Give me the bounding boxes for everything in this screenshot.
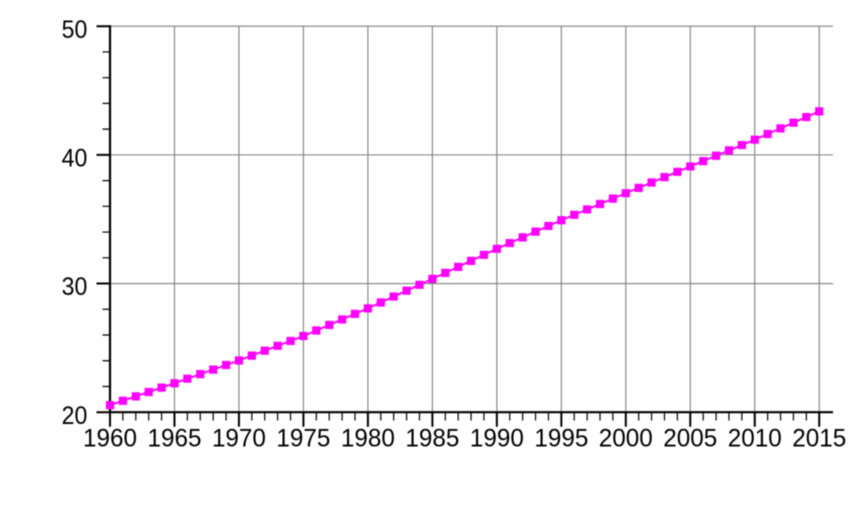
svg-text:20: 20 [62, 402, 88, 430]
svg-text:1985: 1985 [405, 425, 459, 453]
svg-text:1965: 1965 [147, 425, 201, 453]
svg-text:1960: 1960 [83, 425, 137, 453]
svg-text:1970: 1970 [212, 425, 266, 453]
svg-text:40: 40 [62, 144, 88, 172]
svg-text:1975: 1975 [276, 425, 330, 453]
svg-text:2010: 2010 [728, 425, 782, 453]
svg-text:2005: 2005 [663, 425, 717, 453]
svg-text:1980: 1980 [341, 425, 395, 453]
svg-text:1990: 1990 [470, 425, 524, 453]
svg-text:50: 50 [62, 16, 88, 44]
svg-text:2000: 2000 [599, 425, 653, 453]
svg-text:1995: 1995 [534, 425, 588, 453]
svg-text:30: 30 [62, 273, 88, 301]
svg-text:2015: 2015 [792, 425, 846, 453]
